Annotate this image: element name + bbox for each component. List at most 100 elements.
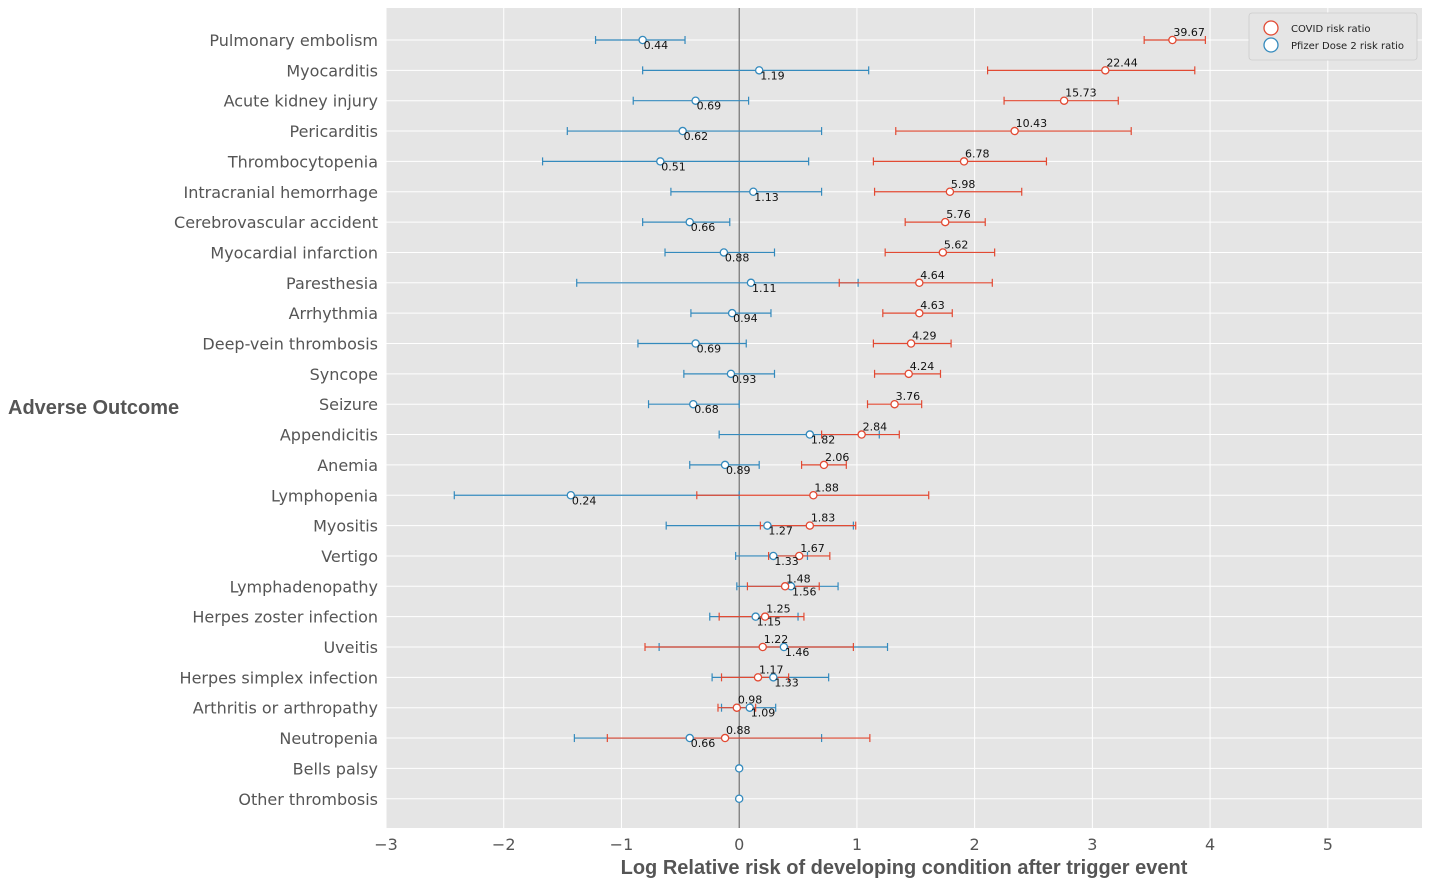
covid-point [904, 369, 913, 379]
covid-value-label: 1.88 [814, 481, 839, 494]
covid-point [819, 460, 829, 470]
x-tick-label: 2 [970, 835, 980, 854]
x-tick-label: 0 [734, 835, 744, 854]
covid-point [1059, 96, 1069, 105]
pfizer-point [779, 642, 789, 652]
category-label: Thrombocytopenia [227, 152, 378, 171]
pfizer-value-label: 0.66 [691, 737, 716, 750]
covid-point [720, 733, 730, 743]
category-label: Vertigo [321, 547, 378, 566]
pfizer-value-label: 0.94 [733, 312, 758, 325]
data-points [566, 35, 1177, 804]
covid-value-label: 0.88 [726, 724, 751, 737]
covid-point [809, 490, 818, 500]
pfizer-value-label: 0.62 [684, 130, 709, 143]
covid-value-label: 22.44 [1106, 56, 1138, 69]
covid-value-label: 1.22 [764, 633, 789, 646]
category-label: Appendicitis [280, 426, 378, 445]
category-label: Seizure [319, 395, 378, 414]
pfizer-value-label: 1.82 [811, 434, 836, 447]
covid-value-label: 4.64 [920, 269, 945, 282]
covid-value-label: 0.98 [738, 694, 763, 707]
category-label: Myocarditis [286, 61, 378, 80]
covid-value-label: 1.25 [766, 603, 791, 616]
covid-value-label: 4.24 [910, 360, 935, 373]
covid-point [959, 157, 969, 166]
category-label: Anemia [317, 456, 378, 475]
pfizer-value-label: 0.69 [697, 100, 722, 113]
plot-area [386, 8, 1422, 828]
category-label: Pericarditis [290, 122, 379, 141]
covid-value-label: 5.76 [946, 208, 971, 221]
covid-point [760, 612, 770, 621]
covid-point [890, 399, 899, 409]
pfizer-value-label: 0.89 [726, 464, 751, 477]
pfizer-value-label: 0.24 [572, 494, 597, 507]
pfizer-value-label: 1.15 [757, 616, 782, 629]
pfizer-point [656, 157, 665, 166]
category-label: Myositis [313, 517, 378, 536]
pfizer-point [566, 490, 576, 500]
pfizer-point [734, 764, 744, 773]
legend-box [1248, 12, 1418, 61]
category-label: Uveitis [323, 638, 378, 657]
pfizer-point [719, 248, 729, 257]
pfizer-point [746, 278, 756, 288]
covid-point [732, 703, 742, 712]
category-label: Myocardial infarction [210, 243, 378, 262]
pfizer-point [749, 187, 758, 196]
y-axis-categories: Pulmonary embolism Myocarditis Acute kidne… [174, 31, 378, 809]
covid-point [780, 582, 790, 591]
category-label: Herpes simplex infection [180, 668, 378, 687]
pfizer-point [720, 460, 730, 470]
category-label: Paresthesia [286, 274, 378, 293]
covid-point [805, 521, 815, 530]
x-axis-ticks: −3 −2 −1 0 1 2 3 4 5 [374, 835, 1333, 854]
category-label: Pulmonary embolism [209, 31, 378, 50]
covid-point [1010, 126, 1019, 136]
pfizer-value-label: 1.46 [785, 646, 810, 659]
covid-value-label: 4.63 [920, 299, 945, 312]
pfizer-point [689, 399, 698, 409]
covid-value-label: 2.06 [825, 451, 850, 464]
category-label: Arrhythmia [289, 304, 378, 323]
x-tick-label: 5 [1323, 835, 1333, 854]
covid-point [938, 248, 948, 257]
category-label: Acute kidney injury [224, 92, 378, 111]
pfizer-point [685, 733, 694, 743]
pfizer-point [726, 369, 736, 379]
covid-point [915, 278, 924, 288]
pfizer-point [685, 217, 694, 227]
pfizer-value-label: 0.88 [725, 251, 750, 264]
covid-value-label: 5.98 [951, 178, 976, 191]
covid-value-label: 1.67 [800, 542, 825, 555]
covid-value-label: 1.48 [786, 572, 811, 585]
category-label: Cerebrovascular accident [174, 213, 378, 232]
covid-point [906, 339, 916, 348]
pfizer-value-label: 0.44 [644, 39, 669, 52]
pfizer-point [727, 308, 737, 318]
pfizer-value-label: 1.27 [768, 525, 793, 538]
category-label: Herpes zoster infection [192, 608, 378, 627]
covid-point [915, 308, 924, 318]
category-label: Neutropenia [279, 729, 378, 748]
pfizer-point [805, 430, 815, 439]
covid-point [794, 551, 804, 561]
covid-value-label: 1.17 [759, 663, 784, 676]
covid-value-label: 1.83 [811, 512, 836, 525]
covid-value-label: 10.43 [1016, 117, 1047, 130]
legend: COVID risk ratio Pfizer Dose 2 risk rati… [1248, 12, 1418, 61]
pfizer-value-label: 1.13 [754, 191, 779, 204]
category-label: Intracranial hemorrhage [183, 183, 378, 202]
pfizer-point [769, 673, 778, 682]
pfizer-value-label: 0.66 [691, 221, 716, 234]
legend-covid-marker [1263, 20, 1279, 36]
pfizer-value-label: 0.68 [694, 403, 719, 416]
pfizer-point [754, 66, 764, 75]
category-label: Other thrombosis [238, 790, 378, 809]
category-label: Lymphopenia [271, 486, 378, 505]
covid-value-label: 15.73 [1065, 87, 1097, 100]
pfizer-value-label: 1.11 [752, 282, 777, 295]
covid-value-label: 5.62 [944, 238, 969, 251]
